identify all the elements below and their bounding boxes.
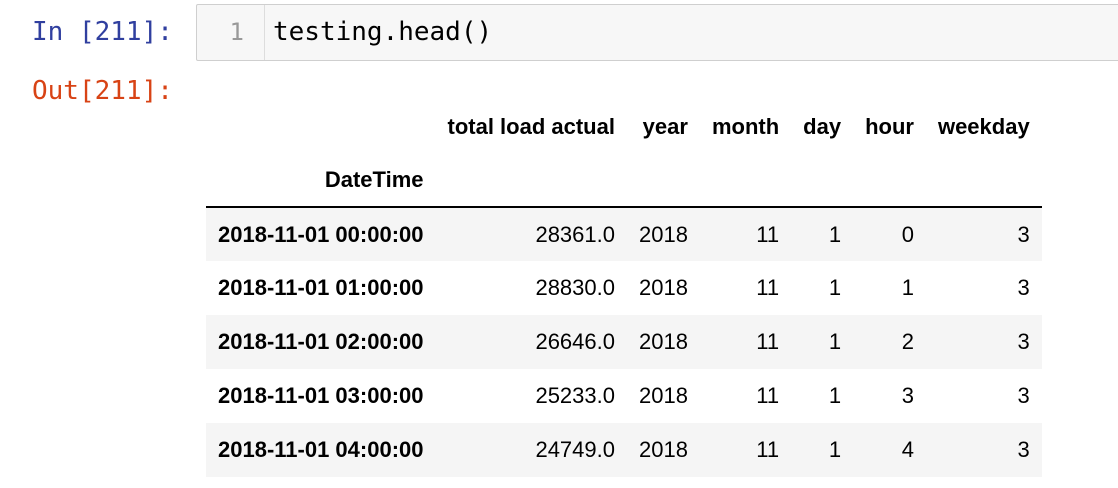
cell-weekday: 3 <box>1017 383 1030 408</box>
cell-year: 2018 <box>638 221 688 247</box>
cell-weekday: 3 <box>1017 437 1030 462</box>
cell-hour: 3 <box>901 383 914 408</box>
cell-month: 11 <box>756 383 780 408</box>
row-index: 2018-11-01 03:00:00 <box>218 383 424 408</box>
code-editor[interactable]: testing.head() <box>273 17 493 47</box>
cell-month: 11 <box>756 329 780 354</box>
corner-cell <box>206 100 436 153</box>
output-prompt: Out[211]: <box>32 76 173 106</box>
table-row: 2018-11-01 02:00:00 26646.0 2018 11 1 2 … <box>206 315 1042 369</box>
cell-day: 1 <box>828 437 842 462</box>
column-header-hour: hour <box>865 113 914 139</box>
input-prompt: In [211]: <box>32 17 173 47</box>
index-name-row: DateTime <box>206 153 1042 207</box>
row-index: 2018-11-01 01:00:00 <box>218 275 424 300</box>
column-header-month: month <box>711 113 780 139</box>
cell-month: 11 <box>756 221 780 247</box>
column-header-day: day <box>803 113 842 139</box>
cell-day: 1 <box>828 275 842 300</box>
cell-total-load-actual: 28361.0 <box>535 221 615 247</box>
cell-day: 1 <box>828 221 842 247</box>
cell-year: 2018 <box>638 275 688 300</box>
line-number: 1 <box>197 5 265 60</box>
dataframe-table: total load actual year month day hour we… <box>206 100 1042 477</box>
table-row: 2018-11-01 04:00:00 24749.0 2018 11 1 4 … <box>206 423 1042 477</box>
cell-hour: 2 <box>901 329 914 354</box>
cell-weekday: 3 <box>1017 329 1030 354</box>
cell-weekday: 3 <box>1017 275 1030 300</box>
cell-hour: 0 <box>901 221 914 247</box>
cell-year: 2018 <box>638 329 688 354</box>
row-index: 2018-11-01 02:00:00 <box>218 329 424 354</box>
cell-day: 1 <box>828 329 842 354</box>
cell-total-load-actual: 28830.0 <box>535 275 615 300</box>
cell-month: 11 <box>756 437 780 462</box>
cell-hour: 1 <box>901 275 914 300</box>
table-row: 2018-11-01 01:00:00 28830.0 2018 11 1 1 … <box>206 261 1042 315</box>
table-row: 2018-11-01 00:00:00 28361.0 2018 11 1 0 … <box>206 207 1042 261</box>
column-header-row: total load actual year month day hour we… <box>206 100 1042 153</box>
row-index: 2018-11-01 00:00:00 <box>218 221 424 247</box>
cell-total-load-actual: 26646.0 <box>535 329 615 354</box>
cell-total-load-actual: 25233.0 <box>535 383 615 408</box>
row-index: 2018-11-01 04:00:00 <box>218 437 424 462</box>
code-cell[interactable]: 1 testing.head() <box>196 4 1118 61</box>
cell-hour: 4 <box>901 437 914 462</box>
cell-year: 2018 <box>638 383 688 408</box>
cell-year: 2018 <box>638 437 688 462</box>
table-row: 2018-11-01 03:00:00 25233.0 2018 11 1 3 … <box>206 369 1042 423</box>
cell-month: 11 <box>756 275 780 300</box>
cell-total-load-actual: 24749.0 <box>535 437 615 462</box>
index-name-header: DateTime <box>324 166 424 192</box>
column-header-year: year <box>642 113 688 139</box>
column-header-weekday: weekday <box>937 113 1030 139</box>
cell-day: 1 <box>828 383 842 408</box>
cell-weekday: 3 <box>1017 221 1030 247</box>
column-header-total-load-actual: total load actual <box>447 113 615 139</box>
